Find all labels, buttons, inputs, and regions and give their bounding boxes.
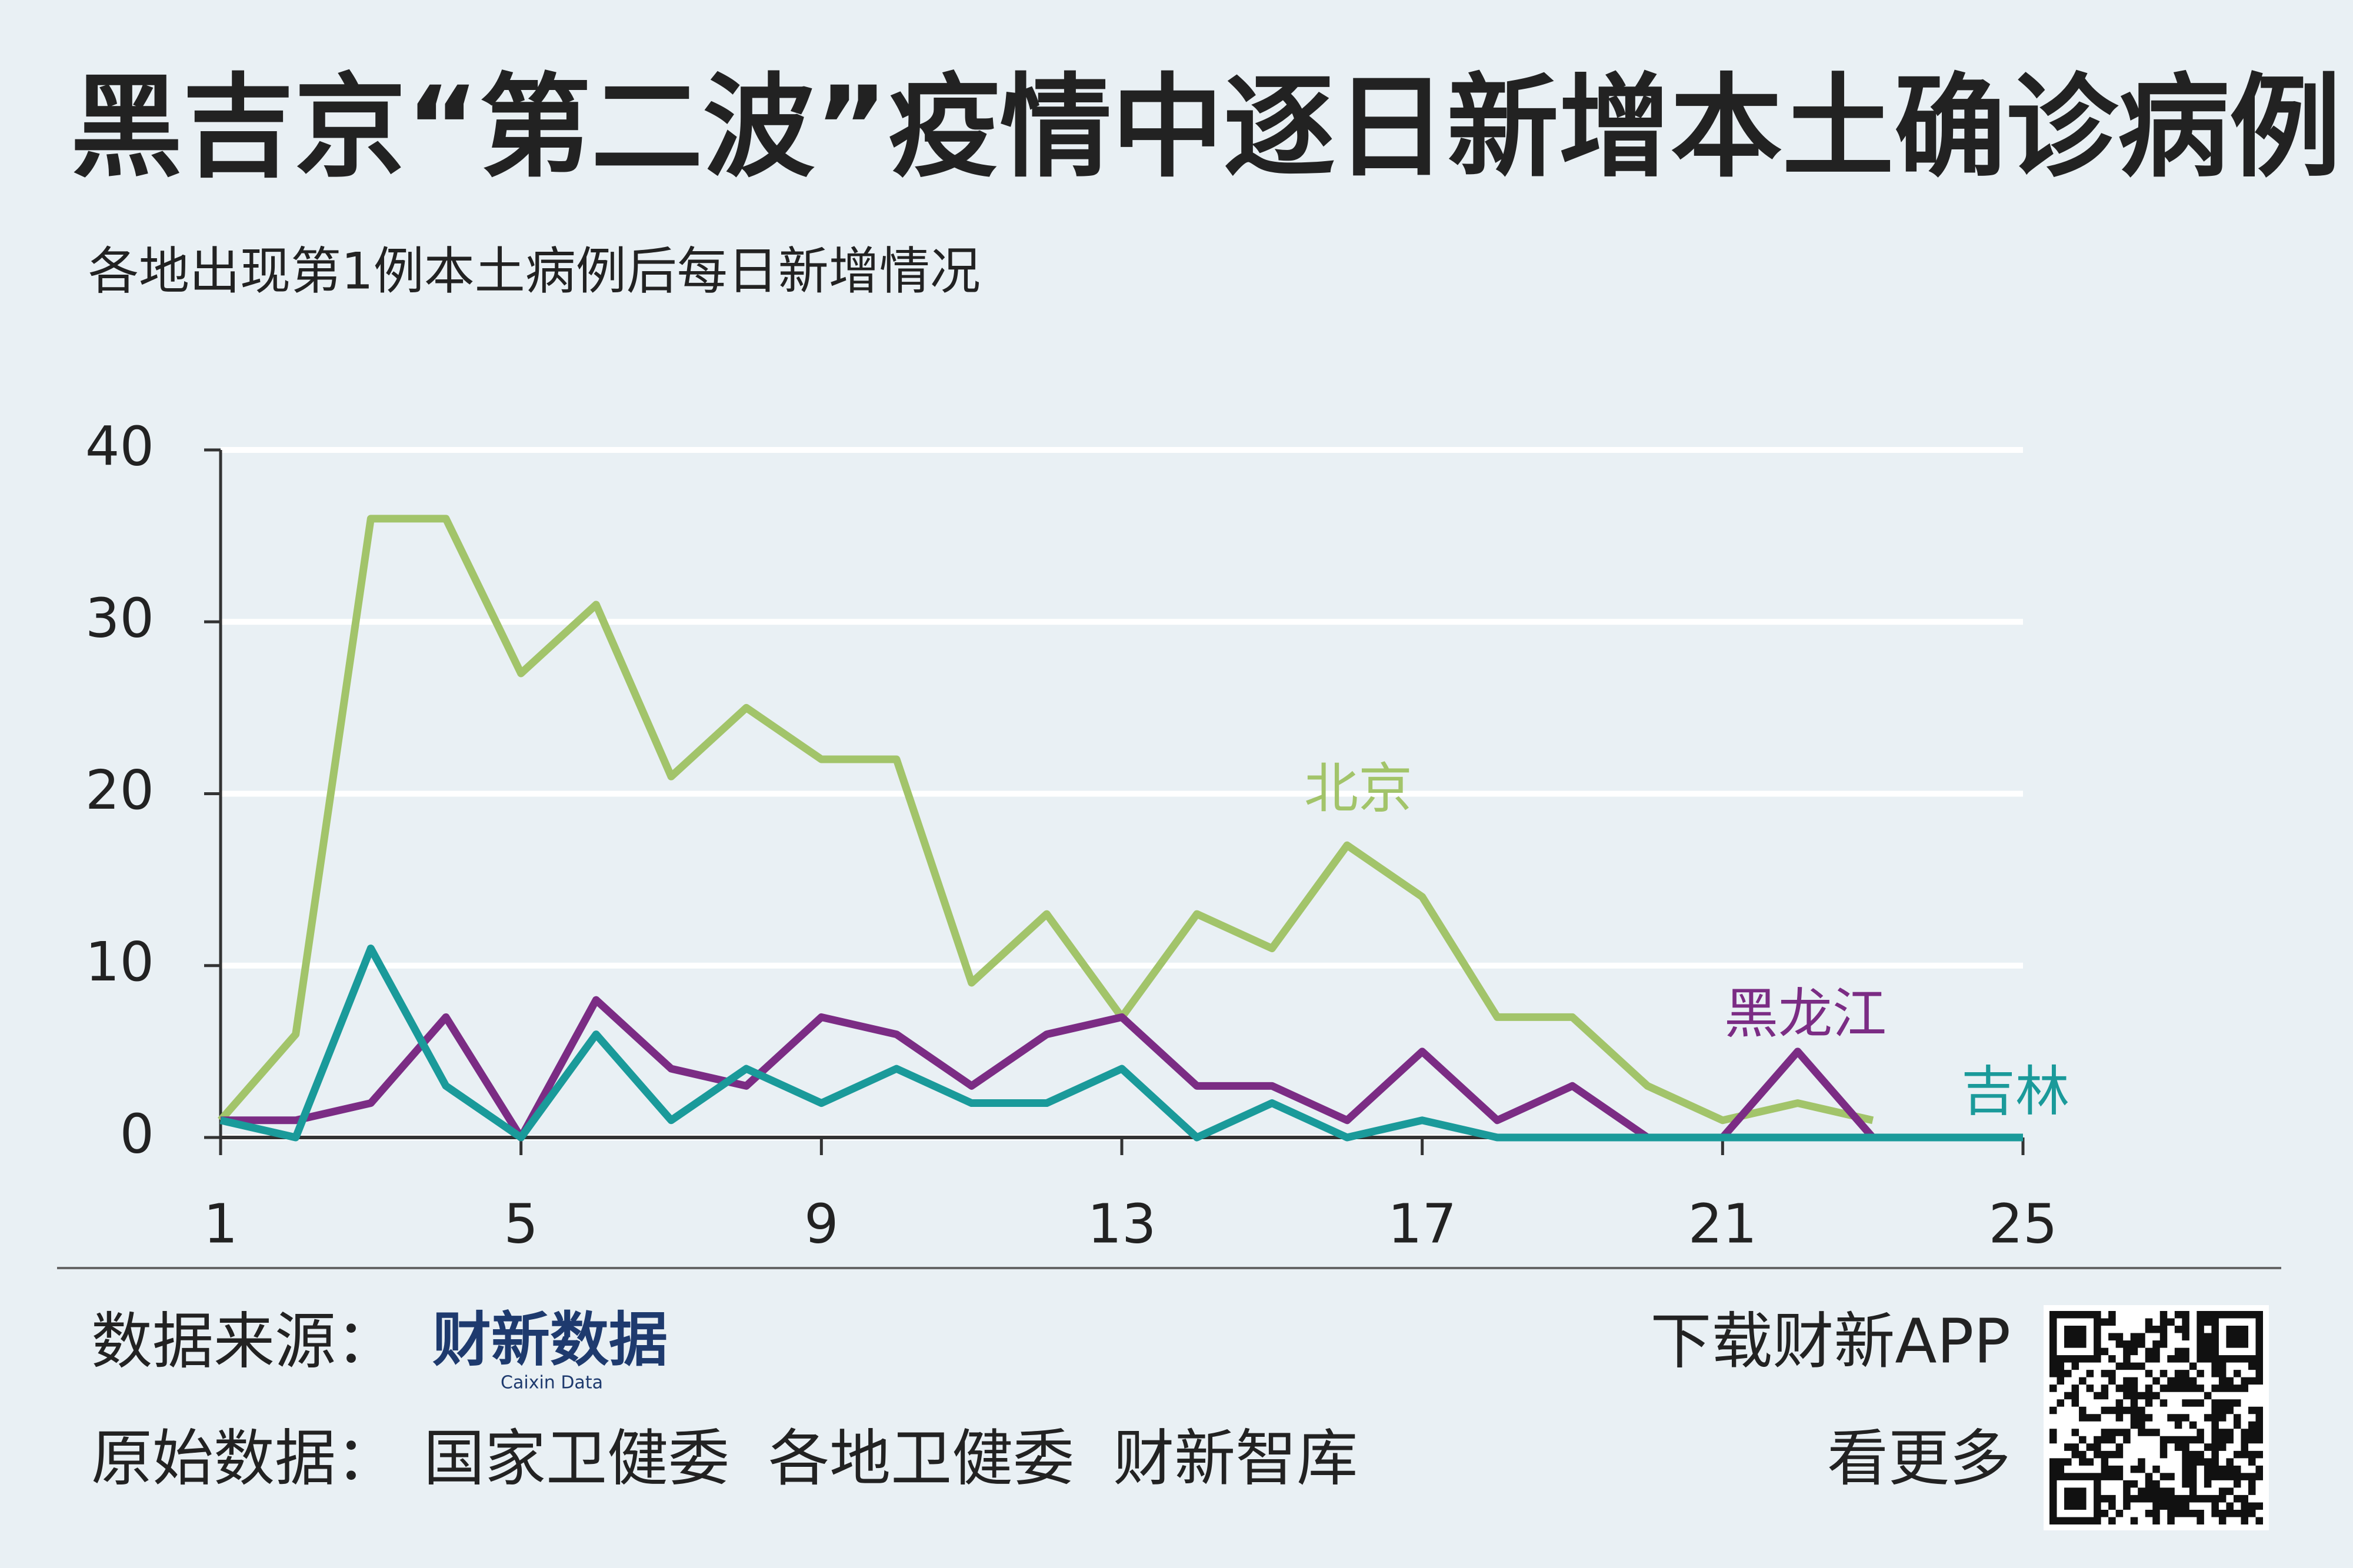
series-line [221,996,1876,1142]
original-label: 原始数据： [91,1422,397,1494]
x-tick-label: 25 [1988,1192,2057,1255]
chart-subtitle: 各地出现第1例本土病例后每日新增情况 [88,242,981,301]
series-label: 吉林 [1961,1060,2069,1123]
x-tick-label: 1 [204,1192,238,1255]
x-tick-label: 21 [1688,1192,1757,1255]
qr-code [2049,1311,2263,1524]
y-tick-label: 20 [85,759,154,822]
logo: 财新数据 [432,1305,668,1374]
x-tick-label: 5 [504,1192,538,1255]
y-tick-label: 30 [85,587,154,650]
x-tick-label: 13 [1087,1192,1156,1255]
x-tick-label: 17 [1388,1192,1457,1255]
y-tick-label: 10 [85,930,154,993]
source-label: 数据来源： [91,1305,397,1377]
y-tick-label: 40 [85,415,154,478]
series-label: 北京 [1304,757,1412,820]
original-sources: 国家卫健委 各地卫健委 财新智库 [424,1422,1358,1494]
app-line2: 看更多 [1827,1422,2011,1494]
series-label: 黑龙江 [1724,982,1887,1045]
app-line1: 下载财新APP [1650,1305,2011,1377]
logo-sub: Caixin Data [501,1373,603,1393]
chart-title: 黑吉京“第二波”疫情中逐日新增本土确诊病例 [71,62,2341,192]
y-tick-label: 0 [119,1102,154,1165]
series-line [219,945,2023,1142]
series-line [218,515,1874,1125]
x-tick-label: 9 [804,1192,839,1255]
